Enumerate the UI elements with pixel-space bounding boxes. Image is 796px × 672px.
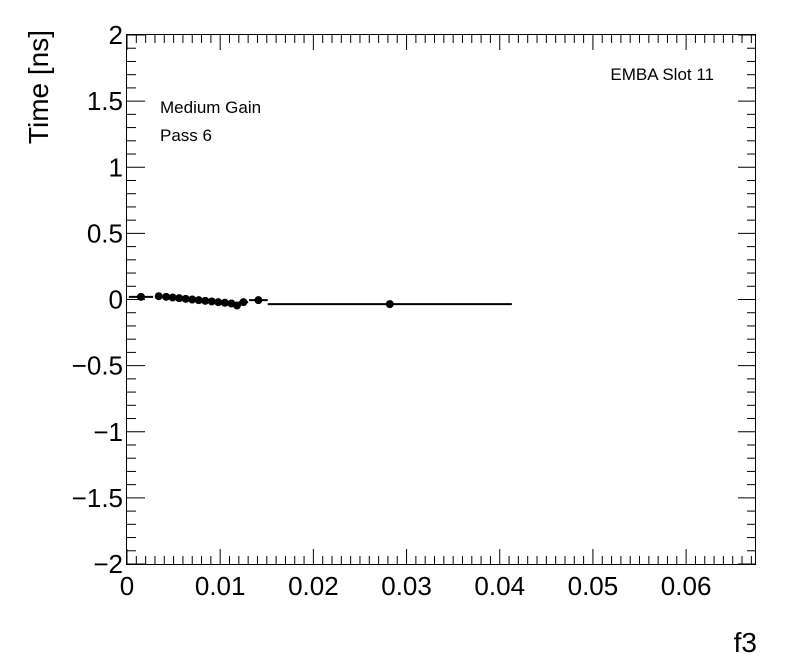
x-tick-label: 0.03 (381, 571, 432, 601)
x-tick-label: 0.05 (568, 571, 619, 601)
data-point (214, 298, 223, 307)
x-tick-labels: 0 0.01 0.02 0.03 0.04 0.05 0.06 (120, 571, 712, 601)
point-marker (162, 292, 171, 301)
x-tick-label: 0 (120, 571, 134, 601)
y-tick-label: 2 (109, 20, 123, 50)
point-marker (207, 297, 216, 306)
data-point (188, 295, 197, 304)
point-marker (385, 300, 394, 309)
data-point (168, 293, 177, 302)
data-point (154, 292, 163, 301)
y-tick-label: 1.5 (87, 86, 123, 116)
data-point (128, 292, 154, 301)
point-marker (220, 298, 229, 307)
y-axis-label: Time [ns] (23, 30, 54, 144)
x-tick-label: 0.06 (661, 571, 712, 601)
data-point (181, 294, 190, 303)
data-point (162, 292, 171, 301)
point-marker (175, 294, 184, 303)
point-marker (201, 296, 210, 305)
point-marker (154, 292, 163, 301)
axis-ticks (126, 34, 756, 565)
data-point (232, 301, 241, 310)
point-marker (239, 298, 248, 307)
y-tick-label: 0 (109, 285, 123, 315)
data-point (201, 296, 210, 305)
pass-annotation: Pass 6 (160, 126, 212, 145)
point-marker (181, 294, 190, 303)
gain-annotation: Medium Gain (160, 98, 261, 117)
data-point (194, 296, 203, 305)
point-marker (232, 301, 241, 310)
point-marker (214, 298, 223, 307)
point-marker (254, 296, 263, 305)
data-point (249, 296, 268, 305)
y-tick-label: 0.5 (87, 218, 123, 248)
x-axis-label: f3 (734, 627, 757, 658)
point-marker (168, 293, 177, 302)
y-tick-labels: 2 1.5 1 0.5 0 −0.5 −1 −1.5 −2 (72, 20, 123, 579)
point-marker (188, 295, 197, 304)
data-point (207, 297, 216, 306)
y-tick-label: −2 (93, 549, 123, 579)
y-tick-label: 1 (109, 152, 123, 182)
y-tick-label: −1 (93, 417, 123, 447)
point-marker (136, 292, 145, 301)
data-point (238, 298, 249, 307)
y-tick-label: −1.5 (72, 483, 123, 513)
point-marker (194, 296, 203, 305)
data-points (128, 292, 512, 310)
data-point (267, 300, 512, 309)
data-point (220, 298, 229, 307)
x-tick-label: 0.02 (288, 571, 339, 601)
x-tick-label: 0.04 (474, 571, 525, 601)
y-tick-label: −0.5 (72, 351, 123, 381)
data-point (175, 294, 184, 303)
x-tick-label: 0.01 (195, 571, 246, 601)
slot-annotation: EMBA Slot 11 (610, 65, 714, 84)
